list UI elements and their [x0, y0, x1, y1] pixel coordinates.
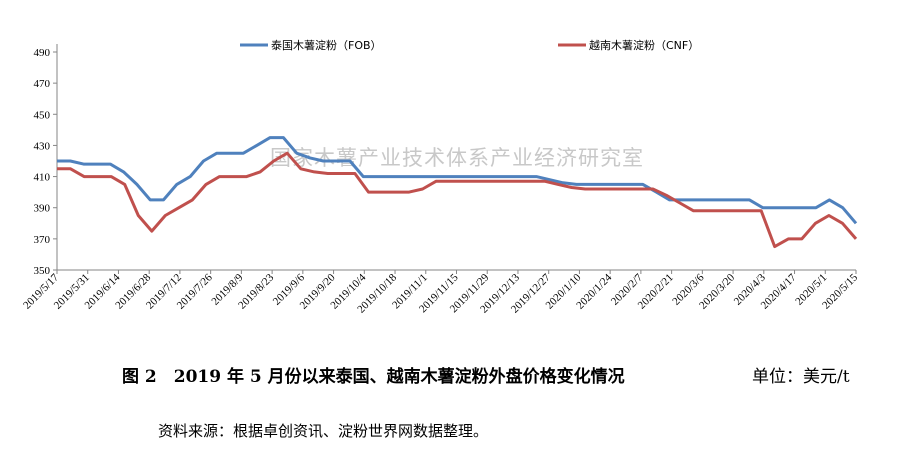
series-lines [57, 136, 858, 249]
series-line-1 [57, 136, 858, 225]
y-tick-label: 370 [34, 234, 51, 246]
legend-label-2: 越南木薯淀粉（CNF） [589, 38, 699, 52]
y-tick-label: 410 [34, 172, 51, 184]
figure-caption: 图 2 2019 年 5 月份以来泰国、越南木薯淀粉外盘价格变化情况 [122, 367, 625, 387]
legend-label-1: 泰国木薯淀粉（FOB） [271, 38, 382, 52]
y-tick-label: 390 [34, 203, 51, 215]
price-line-chart: 350 370 390 410 430 450 470 490 2019/5/172019/5… [21, 38, 860, 316]
x-axis: 2019/5/172019/5/312019/6/142019/6/282019… [21, 269, 860, 316]
watermark-text: 国家木薯产业技术体系产业经济研究室 [270, 146, 644, 170]
legend: 泰国木薯淀粉（FOB） 越南木薯淀粉（CNF） [240, 38, 699, 52]
y-tick-label: 430 [34, 140, 51, 152]
data-source-note: 资料来源：根据卓创资讯、淀粉世界网数据整理。 [158, 422, 489, 440]
y-axis: 350 370 390 410 430 450 470 490 [34, 44, 58, 277]
y-tick-label: 490 [34, 47, 51, 59]
watermark: 国家木薯产业技术体系产业经济研究室 [270, 146, 644, 170]
y-tick-label: 450 [34, 109, 51, 121]
y-tick-label: 350 [34, 265, 51, 277]
series-line-2 [57, 151, 858, 249]
y-tick-label: 470 [34, 78, 51, 90]
unit-label: 单位：美元/t [752, 367, 850, 387]
